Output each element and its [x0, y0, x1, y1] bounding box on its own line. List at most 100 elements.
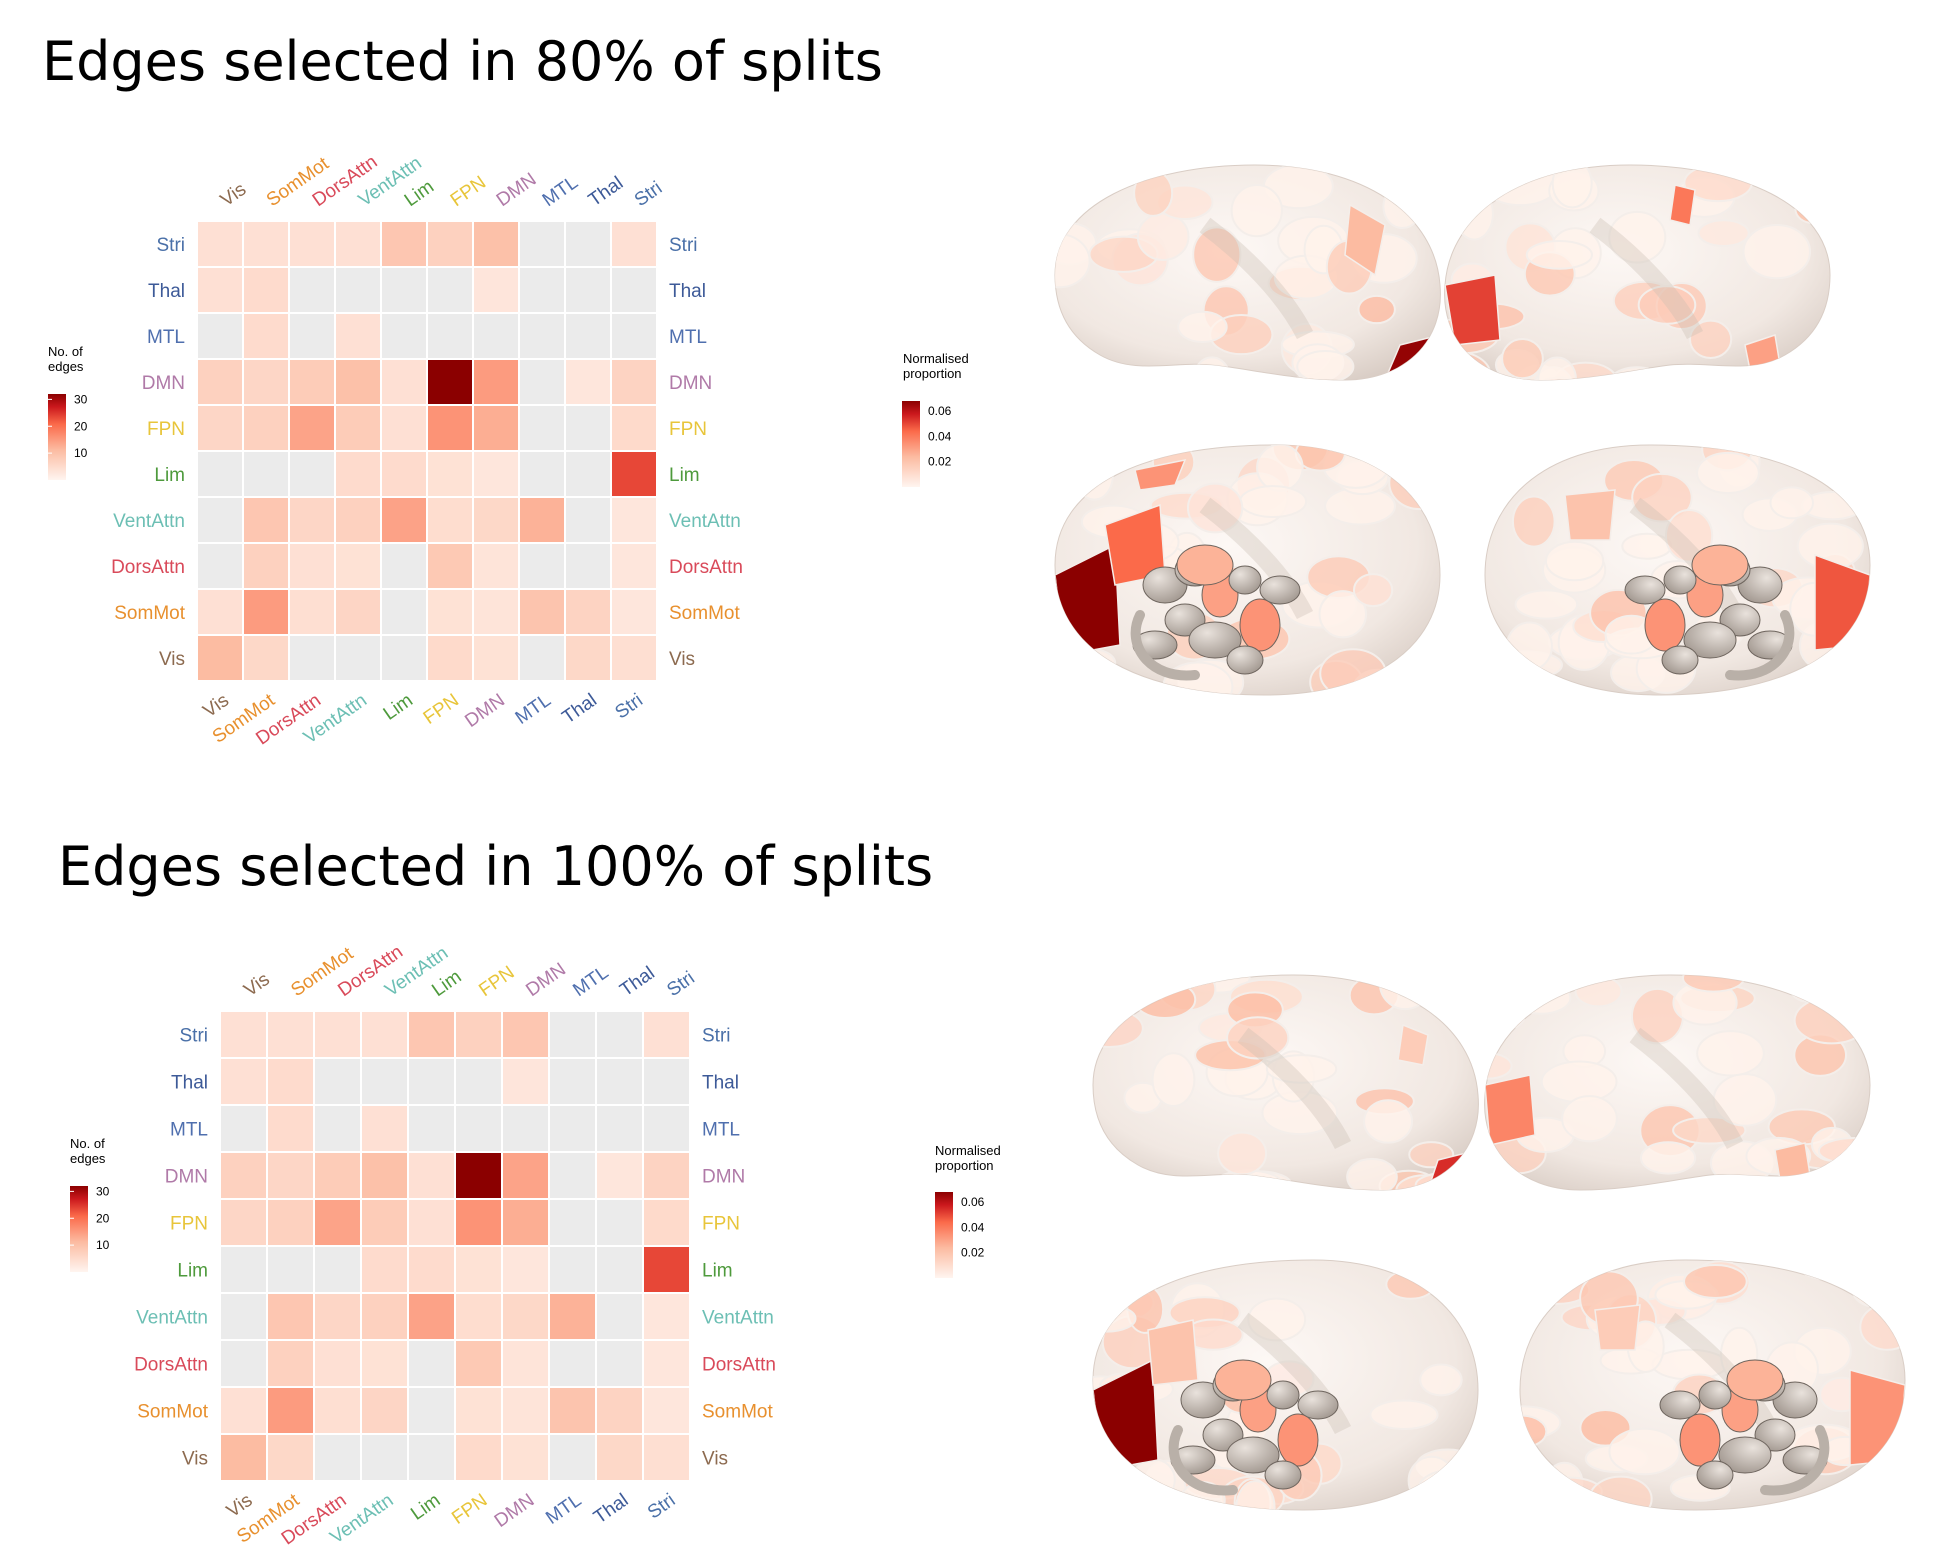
heatmap-cell	[610, 542, 658, 590]
legend-right-colorbar	[935, 1192, 953, 1278]
heatmap-cell	[266, 1104, 315, 1153]
heatmap-cell	[219, 1292, 268, 1341]
row-label-right: Vis	[669, 649, 695, 670]
row-label-left: Stri	[180, 1026, 209, 1047]
legend-right-title: proportion	[903, 366, 962, 381]
heatmap-cell	[518, 404, 566, 452]
heatmap-cell	[196, 358, 244, 406]
row-label-left: MTL	[170, 1120, 208, 1141]
heatmap-cell	[313, 1104, 362, 1153]
heatmap-cell	[334, 404, 382, 452]
heatmap-cell	[548, 1292, 597, 1341]
heatmap-cell	[501, 1198, 550, 1247]
column-label-bottom: Stri	[611, 690, 646, 724]
heatmap-cell	[610, 220, 658, 268]
legend-left-tick: 20	[74, 419, 88, 433]
row-label-right: FPN	[669, 419, 707, 440]
heatmap-cell	[564, 496, 612, 544]
heatmap-cell	[407, 1339, 456, 1388]
heatmap-cell	[334, 588, 382, 636]
heatmap-cell	[266, 1433, 315, 1482]
heatmap-cell	[610, 588, 658, 636]
heatmap-cell	[564, 450, 612, 498]
heatmap-cell	[334, 496, 382, 544]
heatmap-cell	[501, 1433, 550, 1482]
heatmap-cell	[454, 1198, 503, 1247]
brain-surface-renderings	[1054, 164, 1906, 1511]
row-label-right: SomMot	[669, 603, 740, 624]
heatmap-cell	[548, 1386, 597, 1435]
heatmap-cell	[219, 1057, 268, 1106]
row-label-left: FPN	[170, 1214, 208, 1235]
heatmap-cell	[360, 1245, 409, 1294]
heatmap-cell	[595, 1245, 644, 1294]
heatmap-cell	[610, 404, 658, 452]
heatmap-cell	[564, 312, 612, 360]
heatmap-cell	[313, 1198, 362, 1247]
row-label-left: Thal	[171, 1073, 208, 1094]
heatmap-cell	[266, 1386, 315, 1435]
heatmap-cell	[407, 1057, 456, 1106]
column-label-top: Stri	[631, 178, 666, 212]
row-label-right: DMN	[669, 373, 712, 394]
heatmap-cell	[518, 588, 566, 636]
row-label-left: VentAttn	[113, 511, 185, 532]
column-label-bottom: Thal	[559, 690, 601, 728]
legend-left-colorbar	[48, 394, 66, 480]
heatmap-cell	[426, 266, 474, 314]
heatmap-cell	[501, 1339, 550, 1388]
row-label-right: MTL	[669, 327, 707, 348]
heatmap-cell	[380, 450, 428, 498]
heatmap-cell	[518, 450, 566, 498]
heatmap-cell	[518, 358, 566, 406]
heatmap-cell	[548, 1010, 597, 1059]
heatmap-cell	[288, 542, 336, 590]
heatmap-cell	[407, 1198, 456, 1247]
heatmap-cell	[472, 312, 520, 360]
legend-left-tick: 10	[96, 1238, 110, 1252]
heatmap-cell	[380, 404, 428, 452]
heatmap-cell	[472, 496, 520, 544]
heatmap-cell	[196, 450, 244, 498]
heatmap-cell	[219, 1010, 268, 1059]
legend-left-tick: 30	[96, 1184, 110, 1198]
heatmap-cell	[595, 1339, 644, 1388]
heatmap-cell	[595, 1198, 644, 1247]
heatmap-cell	[360, 1104, 409, 1153]
heatmap-cell	[288, 588, 336, 636]
heatmap-cell	[242, 312, 290, 360]
heatmap-cell	[360, 1339, 409, 1388]
column-label-top: FPN	[447, 172, 490, 211]
heatmap-cell	[334, 358, 382, 406]
row-label-right: FPN	[702, 1214, 740, 1235]
column-label-top: DMN	[522, 959, 569, 1001]
row-label-right: Thal	[702, 1073, 739, 1094]
row-label-right: VentAttn	[669, 511, 741, 532]
heatmap-cell	[360, 1198, 409, 1247]
column-label-top: MTL	[539, 172, 582, 211]
row-label-left: Vis	[182, 1449, 208, 1470]
heatmap-cell	[219, 1198, 268, 1247]
column-label-bottom: FPN	[448, 1490, 491, 1529]
heatmap-cell	[219, 1245, 268, 1294]
column-label-bottom: MTL	[542, 1490, 585, 1529]
row-label-right: MTL	[702, 1120, 740, 1141]
panel-title-bottom: Edges selected in 100% of splits	[58, 835, 934, 898]
heatmap-cell	[426, 450, 474, 498]
heatmap-cell	[610, 450, 658, 498]
heatmap-cell	[454, 1433, 503, 1482]
heatmap-cell	[196, 266, 244, 314]
heatmap-cell	[454, 1386, 503, 1435]
heatmap-cell	[266, 1198, 315, 1247]
heatmap-cell	[595, 1104, 644, 1153]
heatmap-cell	[242, 450, 290, 498]
heatmap-cell	[642, 1151, 691, 1200]
heatmap-cell	[501, 1010, 550, 1059]
row-label-left: MTL	[147, 327, 185, 348]
heatmap-cell	[564, 588, 612, 636]
column-label-bottom: Lim	[407, 1490, 444, 1525]
heatmap-cell	[334, 542, 382, 590]
heatmap-cell	[334, 450, 382, 498]
